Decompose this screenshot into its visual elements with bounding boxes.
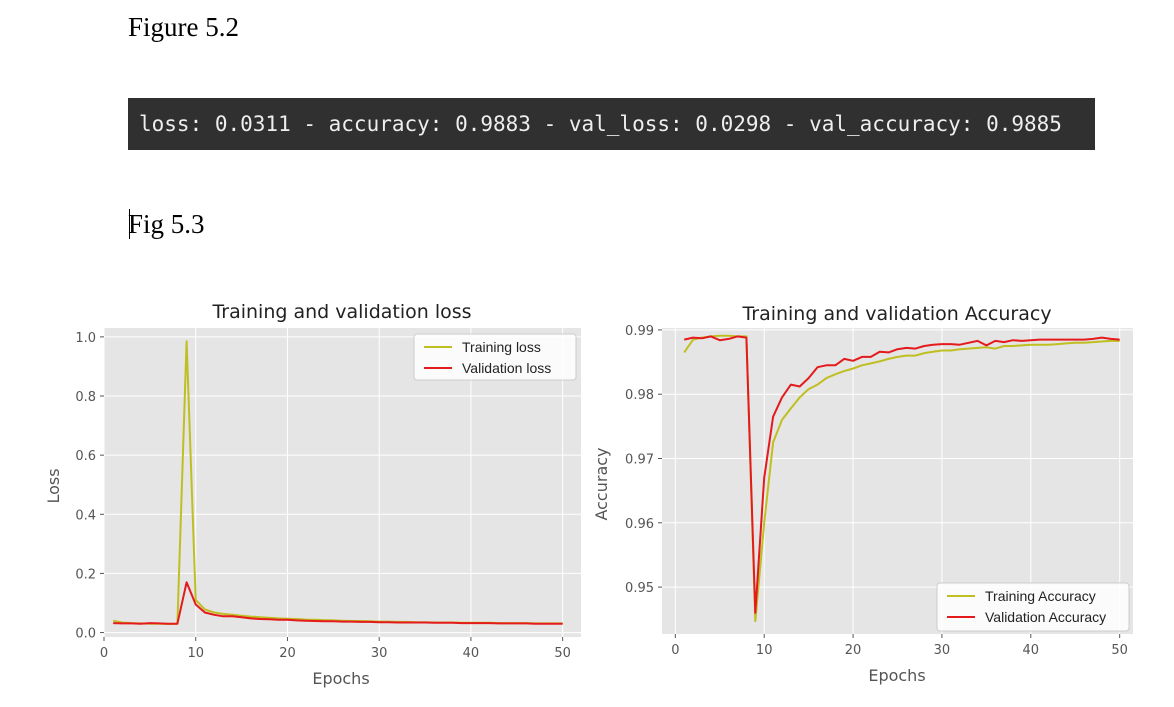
loss-chart: 0 10 20 30 40 50 0.0 0.2 0.4 0.6 0.8 1.0 Training an… [44,301,581,688]
x-tick-label: 50 [554,646,571,661]
x-tick-label: 40 [463,646,480,661]
y-axis-label: Accuracy [592,447,611,520]
legend-box [413,333,577,381]
y-tick-label: 0.4 [75,508,96,523]
figure-5-3-label: Fig 5.3 [128,209,205,239]
accuracy-chart: 0 10 20 30 40 50 0.95 0.96 0.97 0.98 0.99 Training … [592,303,1133,685]
x-tick-label: 40 [1023,643,1040,658]
x-tick-label: 30 [371,646,388,661]
legend-entry: Training loss [462,339,541,355]
x-tick-label: 30 [934,643,951,658]
legend: Training Accuracy Validation Accuracy [936,582,1130,632]
training-console-output: loss: 0.0311 - accuracy: 0.9883 - val_lo… [128,98,1095,150]
y-tick-label: 0.96 [625,517,654,532]
x-tick-label: 10 [756,643,773,658]
y-tick-label: 0.6 [75,449,96,464]
x-tick-label: 0 [100,646,108,661]
y-tick-label: 0.97 [625,453,654,468]
figure-5-2-label: Figure 5.2 [128,12,239,42]
legend-box [936,582,1130,632]
legend-entry: Validation loss [462,360,551,376]
y-tick-label: 0.98 [625,388,654,403]
x-tick-label: 10 [187,646,204,661]
validation-series-line [683,335,1120,614]
x-tick-label: 0 [671,643,679,658]
y-axis-label: Loss [44,468,63,503]
y-tick-label: 0.8 [75,390,96,405]
y-tick-label: 0.0 [75,627,96,642]
text-cursor [129,209,130,239]
x-tick-label: 20 [279,646,296,661]
x-axis-label: Epochs [312,669,369,688]
y-tick-label: 0.95 [625,581,654,596]
y-tick-label: 0.2 [75,567,96,582]
legend-entry: Validation Accuracy [985,609,1106,625]
chart-title: Training and validation Accuracy [741,303,1051,325]
legend: Training loss Validation loss [413,333,577,381]
y-tick-label: 1.0 [75,331,96,346]
x-axis-label: Epochs [868,666,925,685]
x-tick-label: 20 [845,643,862,658]
validation-series-line [113,581,563,625]
legend-entry: Training Accuracy [985,588,1096,604]
chart-title: Training and validation loss [211,301,471,323]
y-tick-label: 0.99 [625,324,654,339]
x-tick-label: 50 [1111,643,1128,658]
